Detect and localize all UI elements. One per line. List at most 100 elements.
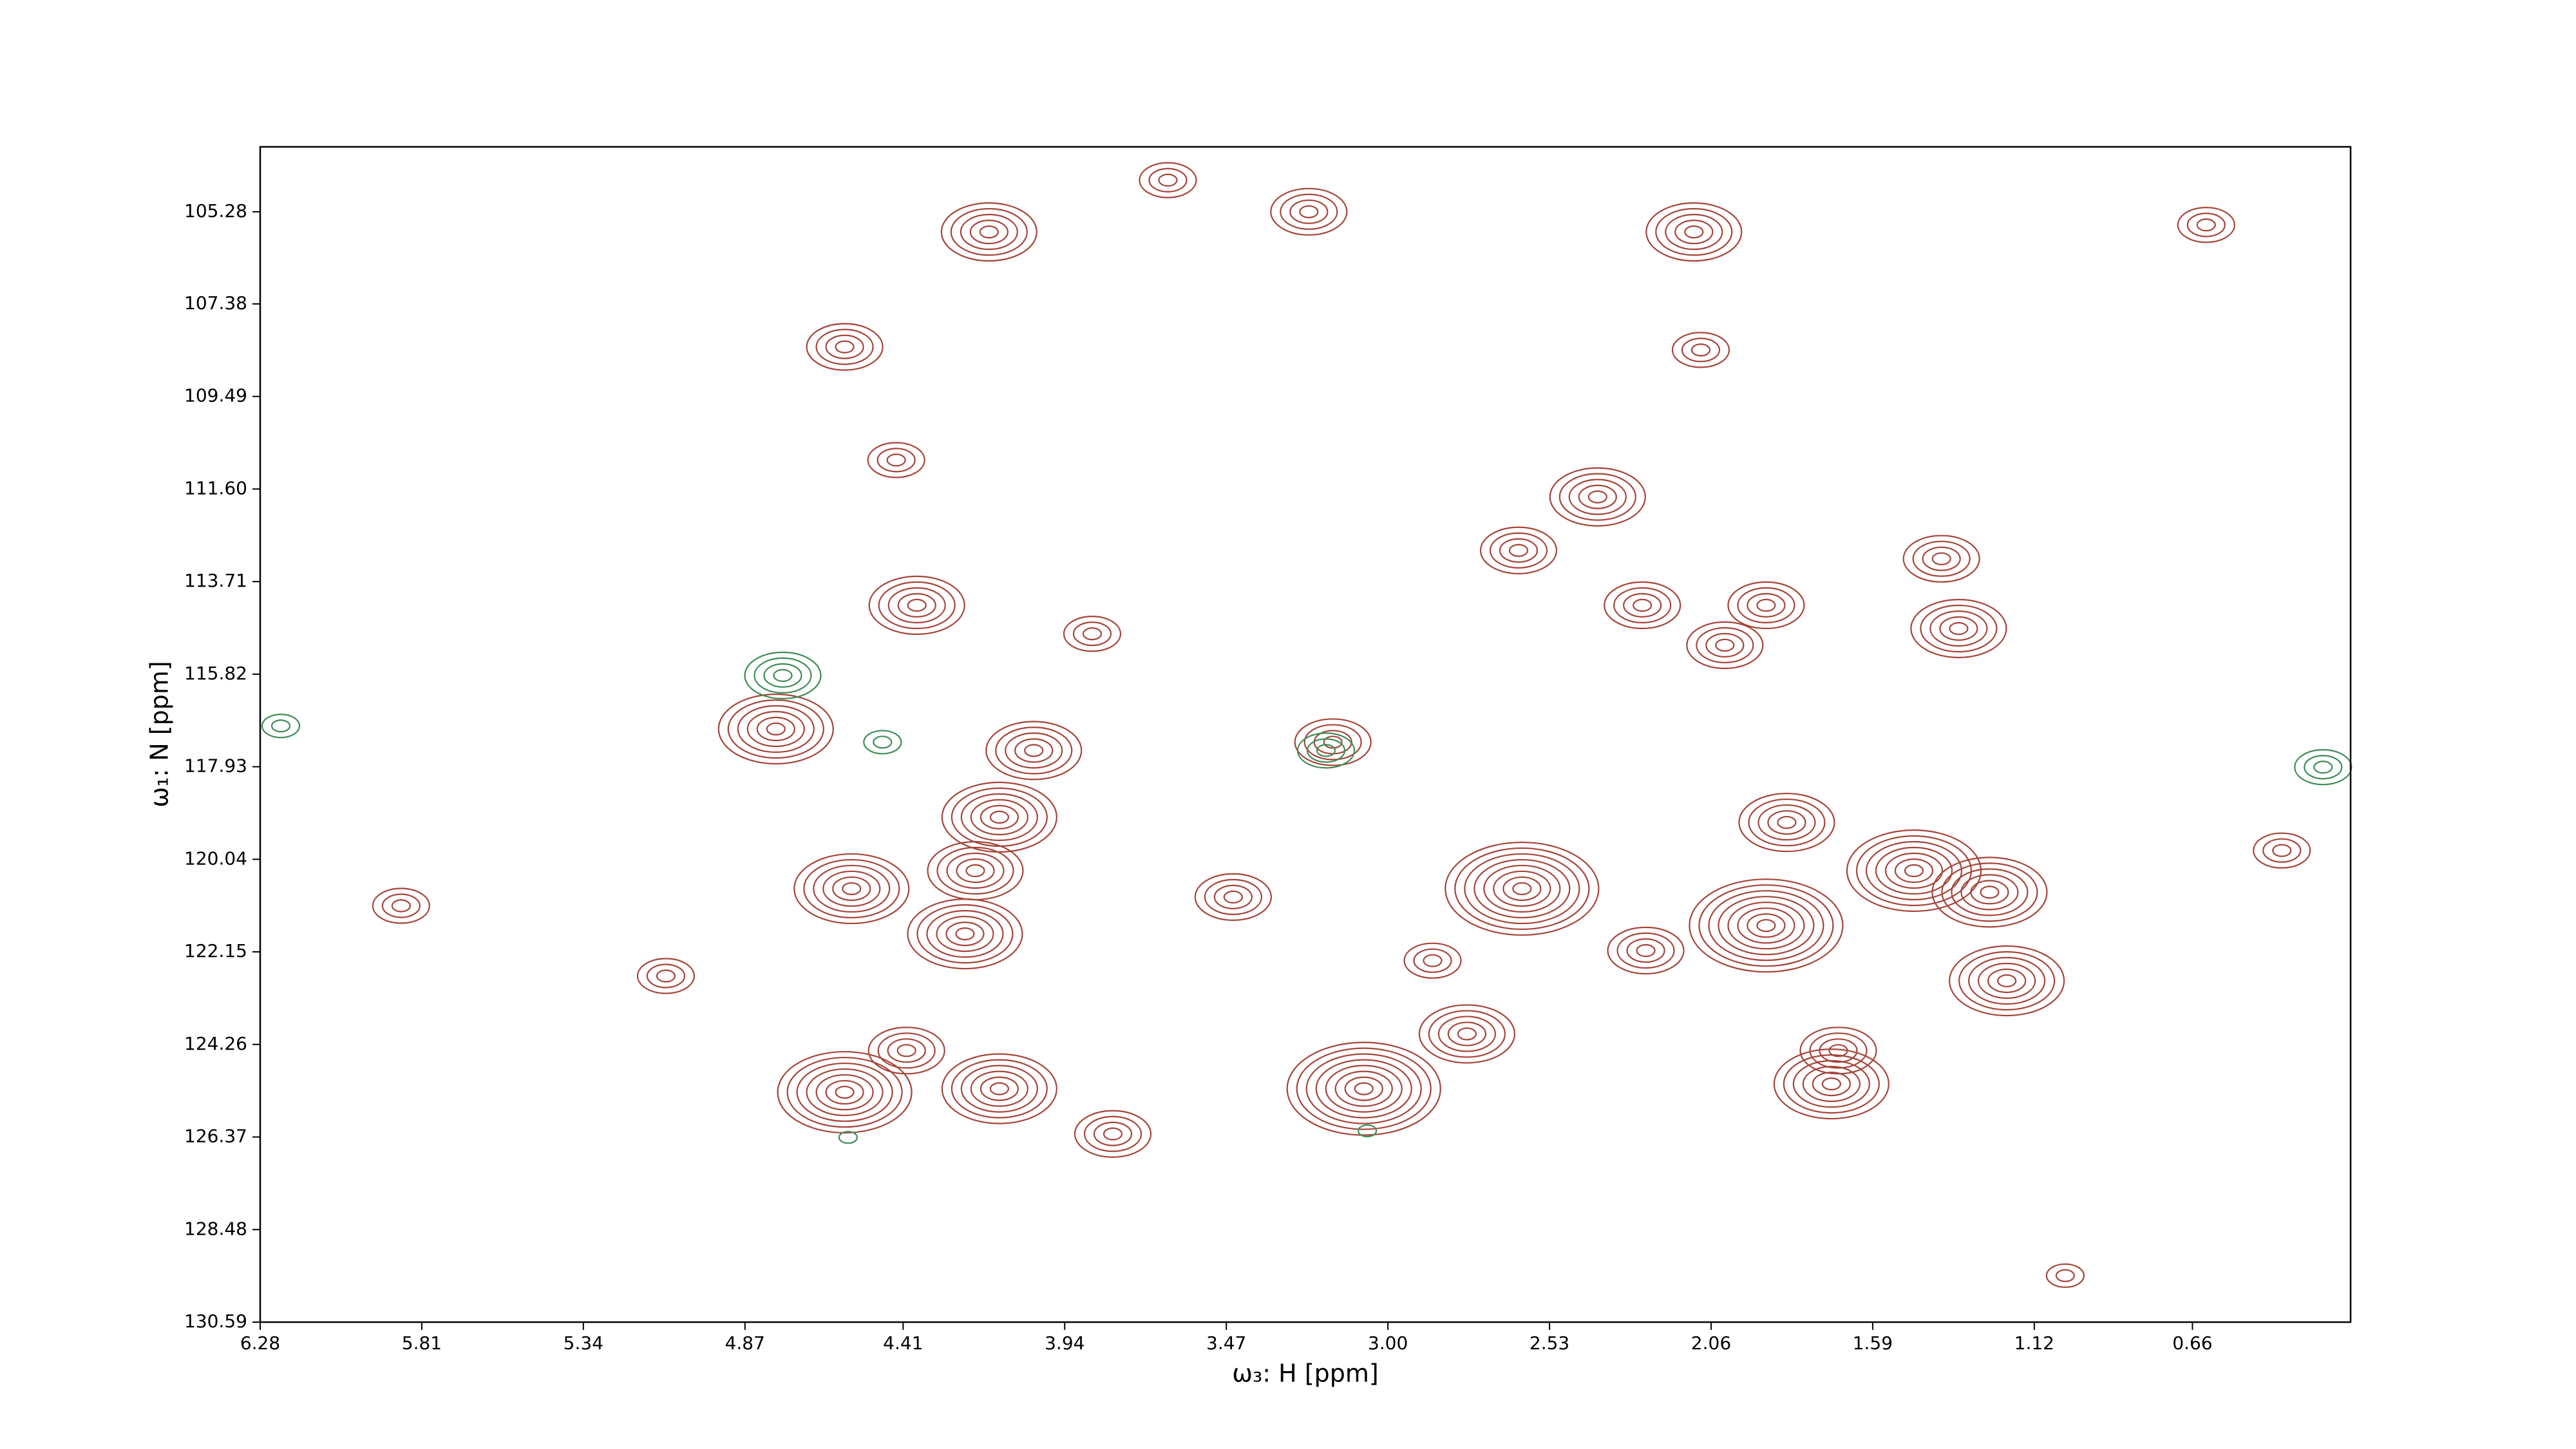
contour-level [1747, 913, 1786, 938]
contour-level [1690, 343, 1711, 357]
contour-level [960, 793, 1038, 842]
contour-level [1894, 858, 1934, 884]
contour-level [2196, 218, 2216, 232]
contour-level [1063, 616, 1122, 652]
contour-level [1444, 841, 1600, 936]
contour-level [1941, 862, 2038, 922]
contour-level [1987, 968, 2027, 994]
contour-level [1213, 884, 1253, 909]
contour-level [1489, 532, 1548, 569]
contour-level [1334, 1070, 1393, 1107]
contour-level [1802, 1065, 1861, 1103]
x-tick-label: 5.34 [564, 1332, 603, 1354]
contour-level [989, 1082, 1009, 1095]
contour-level [1705, 632, 1745, 658]
contour-level [1718, 896, 1815, 956]
contour-level [773, 668, 793, 682]
contour-level [863, 730, 902, 755]
contour-level [1684, 225, 1704, 239]
contour-level [1875, 846, 1953, 895]
contour-level [1483, 864, 1561, 913]
contour-level [1674, 220, 1714, 245]
contour-level [756, 716, 795, 742]
contour-level [1549, 467, 1646, 527]
contour-level [927, 840, 1024, 901]
contour-level [835, 1085, 855, 1099]
contour-level [1671, 332, 1730, 368]
contour-level [1139, 162, 1197, 198]
contour-level [1074, 1110, 1152, 1158]
contour-level [1289, 199, 1329, 224]
contour-level [960, 214, 1018, 251]
contour-level [960, 1065, 1038, 1113]
contour-level [2186, 213, 2226, 238]
x-tick-label: 4.41 [883, 1332, 923, 1354]
contour-level [803, 858, 900, 919]
contour-level [270, 719, 291, 733]
contour-level [1428, 1010, 1506, 1058]
contour-level [1437, 1016, 1497, 1052]
contour-level [1655, 208, 1733, 256]
contour-level [1299, 205, 1319, 218]
contour-level [1747, 592, 1786, 618]
contour-level [1931, 552, 1951, 565]
contour-level [1616, 932, 1675, 969]
contour-level [1354, 1082, 1374, 1095]
contour-level [744, 651, 822, 699]
contour-level [1325, 1065, 1403, 1113]
contour-level [1014, 738, 1054, 763]
contour-level [832, 876, 871, 902]
contour-level [1912, 540, 1971, 577]
contour-level [1626, 938, 1665, 963]
contour-level [1568, 478, 1627, 515]
contour-level [1344, 1076, 1383, 1101]
contour-level [2272, 844, 2292, 857]
contour-level [2045, 1263, 2085, 1288]
contour-level [1902, 535, 1980, 583]
contour-level [936, 916, 994, 952]
contour-level [1865, 840, 1963, 901]
contour-level [1978, 962, 2036, 999]
contour-level [1623, 592, 1662, 618]
contour-level [1681, 337, 1721, 363]
contour-level [1464, 853, 1580, 925]
contour-level [907, 598, 927, 612]
y-axis-label: ω₁: N [ppm] [146, 661, 174, 807]
contour-level [1303, 724, 1362, 761]
contour-level [1323, 735, 1343, 749]
contour-level [1920, 604, 1998, 653]
contour-level [950, 208, 1028, 256]
y-tick-label: 113.71 [184, 570, 247, 591]
contour-level [1757, 804, 1816, 841]
x-tick-label: 2.06 [1691, 1332, 1731, 1354]
contour-level [1949, 621, 1969, 636]
contour-level [1737, 587, 1795, 623]
contour-level [1846, 829, 1982, 913]
contour-level [2313, 761, 2333, 774]
contour-level [1636, 943, 1656, 958]
contour-level [1727, 581, 1805, 629]
contour-level [940, 202, 1037, 262]
contour-level [737, 705, 815, 753]
y-tick-label: 109.49 [184, 385, 247, 406]
contour-level [873, 735, 893, 749]
contour-level [1737, 907, 1795, 944]
x-tick-label: 1.59 [1853, 1332, 1893, 1354]
y-tick-label: 115.82 [184, 663, 247, 684]
contour-level [1607, 926, 1685, 975]
contour-level [1855, 835, 1973, 907]
contour-level [656, 969, 676, 983]
contour-level [951, 787, 1048, 848]
contour-level [956, 858, 995, 884]
contour-level [636, 958, 696, 994]
contour-level [763, 663, 802, 688]
contour-level [1980, 886, 2000, 899]
contour-level [746, 710, 805, 748]
contour-level [1812, 1071, 1851, 1097]
contour-level [1708, 890, 1824, 961]
contour-level [1270, 187, 1348, 236]
contour-level [941, 781, 1057, 853]
contour-level [1403, 942, 1462, 979]
contour-level [1777, 815, 1797, 829]
x-axis-label: ω₃: H [ppm] [1232, 1359, 1379, 1388]
